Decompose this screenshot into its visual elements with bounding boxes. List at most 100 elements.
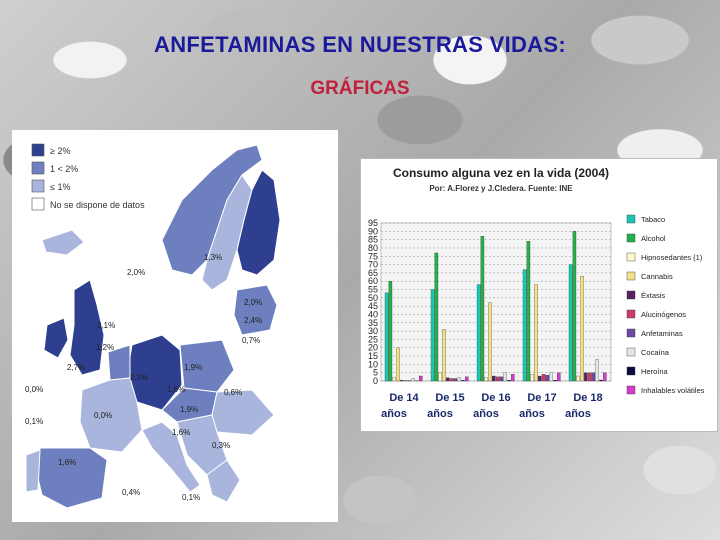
- chart-legend: Tabaco Alcohol Hipnosedantes (1) Cannabis Éx…: [626, 214, 705, 395]
- x-category-label-unit: años: [381, 408, 407, 420]
- y-tick-label: 65: [368, 268, 378, 278]
- y-tick-label: 15: [368, 351, 378, 361]
- bar: [553, 380, 557, 382]
- map-legend-swatch: [31, 143, 45, 157]
- map-legend-swatch: [31, 179, 45, 193]
- region-iceland: [41, 229, 85, 256]
- bar: [434, 252, 439, 382]
- region-uk: [69, 279, 105, 376]
- bar: [438, 372, 442, 382]
- legend-swatch: [626, 252, 636, 262]
- europe-map: ≥ 2% 1 < 2% ≤ 1% No se dispone de datos 1,3…: [25, 143, 281, 509]
- map-value-label: 1,6%: [167, 385, 185, 394]
- y-tick-label: 85: [368, 235, 378, 245]
- region-greece: [206, 459, 241, 503]
- y-tick-label: 90: [368, 226, 378, 236]
- bar: [449, 378, 454, 382]
- map-value-labels: 1,3% 2,0% 2,0% 2,4% 3,1% 0,7% 1,2% 1,9% 2,7% 2,2%…: [25, 253, 262, 502]
- y-tick-label: 75: [368, 251, 378, 261]
- bar: [457, 377, 461, 382]
- bar: [446, 377, 450, 382]
- bar: [572, 231, 577, 382]
- x-category-label-unit: años: [473, 408, 499, 420]
- bar: [538, 375, 542, 382]
- bar: [541, 374, 546, 382]
- x-category-label-unit: años: [519, 408, 545, 420]
- bar: [591, 372, 596, 382]
- map-value-label: 1,3%: [204, 253, 222, 262]
- legend-swatch: [626, 347, 636, 357]
- legend-entry: Inhalables volátiles: [641, 386, 705, 395]
- legend-swatch: [626, 271, 636, 281]
- map-legend-swatch: [31, 161, 45, 175]
- y-tick-label: 80: [368, 243, 378, 253]
- y-tick-label: 0: [373, 376, 378, 386]
- y-tick-label: 45: [368, 301, 378, 311]
- bar: [522, 269, 527, 382]
- region-spain: [35, 447, 108, 509]
- slide-title: ANFETAMINAS EN NUESTRAS VIDAS:: [154, 32, 566, 57]
- legend-entry: Hipnosedantes (1): [641, 253, 703, 262]
- legend-swatch: [626, 328, 636, 338]
- y-tick-label: 50: [368, 293, 378, 303]
- x-category-label: De 16: [481, 392, 510, 404]
- consumption-bar-chart: Consumo alguna vez en la vida (2004) Por…: [368, 166, 705, 420]
- map-value-label: 2,2%: [130, 373, 148, 382]
- bar: [511, 374, 515, 382]
- map-value-label: 2,0%: [244, 298, 262, 307]
- bar: [503, 372, 507, 382]
- legend-entry: Alcohol: [641, 234, 666, 243]
- map-value-label: 2,0%: [127, 268, 145, 277]
- consumption-chart-panel: Consumo alguna vez en la vida (2004) Por…: [360, 158, 718, 432]
- y-tick-label: 10: [368, 359, 378, 369]
- chart-subtitle: Por: A.Florez y J.Cledera. Fuente: INE: [429, 184, 573, 193]
- map-value-label: 0,1%: [182, 493, 200, 502]
- y-tick-label: 40: [368, 309, 378, 319]
- bar: [549, 372, 553, 382]
- y-tick-label: 5: [373, 368, 378, 378]
- bar: [480, 236, 485, 382]
- x-category-label: De 18: [573, 392, 602, 404]
- bar: [461, 380, 465, 382]
- map-value-label: 1,2%: [96, 343, 114, 352]
- x-category-label-unit: años: [427, 408, 453, 420]
- bar: [492, 375, 496, 382]
- legend-entry: Tabaco: [641, 215, 665, 224]
- map-value-label: 3,1%: [97, 321, 115, 330]
- legend-swatch: [626, 214, 636, 224]
- map-legend-label: ≤ 1%: [50, 182, 70, 192]
- bar: [599, 379, 603, 382]
- legend-entry: Heroína: [641, 367, 669, 376]
- map-legend-label: 1 < 2%: [50, 164, 78, 174]
- map-value-label: 0,7%: [242, 336, 260, 345]
- map-value-label: 0,1%: [25, 417, 43, 426]
- map-legend-label: No se dispone de datos: [50, 200, 145, 210]
- legend-swatch: [626, 309, 636, 319]
- bar: [392, 377, 396, 382]
- bar: [576, 375, 580, 382]
- bar: [476, 284, 481, 382]
- x-category-label-unit: años: [565, 408, 591, 420]
- bar: [419, 375, 423, 382]
- x-category-label: De 17: [527, 392, 556, 404]
- map-legend-label: ≥ 2%: [50, 146, 70, 156]
- bar: [580, 276, 584, 382]
- map-value-label: 0,6%: [224, 388, 242, 397]
- map-value-label: 0,0%: [25, 385, 43, 394]
- bar: [384, 292, 389, 382]
- y-tick-label: 25: [368, 334, 378, 344]
- bar: [495, 376, 500, 382]
- bar: [557, 372, 561, 382]
- map-value-label: 0,4%: [122, 488, 140, 497]
- map-legend: ≥ 2% 1 < 2% ≤ 1% No se dispone de datos: [31, 143, 145, 211]
- bar: [430, 289, 435, 382]
- bar: [488, 302, 492, 382]
- bar: [545, 375, 550, 382]
- map-value-label: 0,0%: [94, 411, 112, 420]
- slide-subtitle: GRÁFICAS: [310, 78, 410, 99]
- y-tick-label: 35: [368, 318, 378, 328]
- bar: [442, 329, 446, 382]
- bar: [453, 378, 458, 382]
- map-value-label: 1,6%: [172, 428, 190, 437]
